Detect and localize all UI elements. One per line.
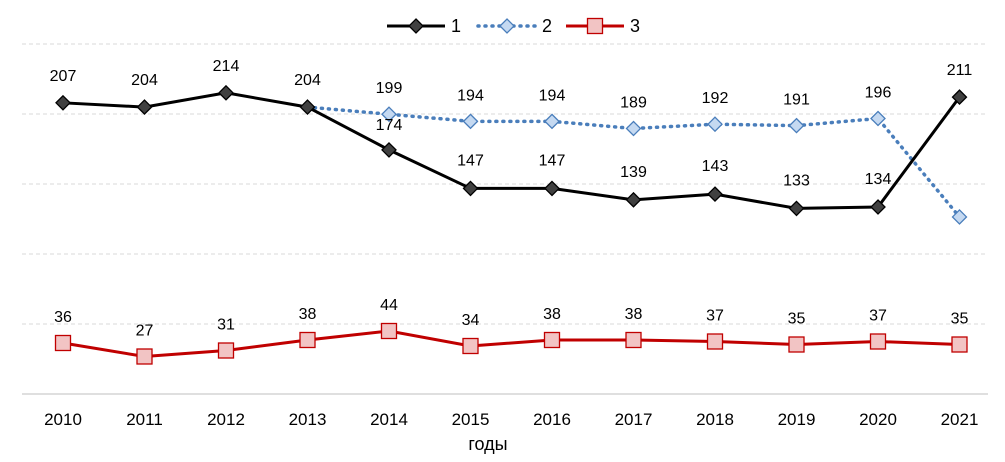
legend-entry-2: 2 [476, 16, 552, 36]
series-2-data-label: 196 [865, 85, 892, 102]
x-tick-label: 2016 [533, 410, 571, 429]
series-3-point [951, 336, 968, 353]
series-2-data-label: 199 [376, 80, 403, 97]
series-3-data-label: 27 [136, 323, 154, 340]
x-tick-label: 2010 [44, 410, 82, 429]
series-1-point [544, 180, 560, 197]
series-2-data-label: 194 [539, 87, 566, 104]
series-3-point [462, 337, 479, 355]
series-3-point [625, 331, 642, 349]
series-3-point [380, 322, 398, 340]
series-1-point [707, 186, 723, 203]
series-1-point [218, 84, 234, 101]
x-tick-label: 2013 [289, 410, 327, 429]
data-labels: 207 204 214 204 174 147 147 139 143 133 134 211 199 1… [50, 58, 973, 340]
series-2-point [544, 113, 560, 130]
series-1-data-label: 147 [539, 152, 566, 169]
series-3-point [136, 348, 153, 365]
series-1-data-label: 204 [131, 72, 158, 89]
series-3-point [54, 334, 72, 352]
series-2-point [462, 113, 479, 130]
series-3-point [217, 342, 235, 359]
series-3-data-label: 31 [217, 317, 235, 334]
gridlines [22, 43, 988, 395]
series-3-data-label: 38 [543, 306, 561, 323]
series-2-line [305, 105, 962, 219]
series-1-data-label: 174 [376, 117, 403, 134]
series-1-point [788, 200, 805, 217]
series-2-data-label: 191 [783, 92, 810, 109]
series-2-point [788, 117, 805, 134]
series-1-data-label: 134 [865, 171, 892, 188]
series-layer [54, 84, 968, 365]
series-2-point [951, 209, 968, 225]
series-1-data-label: 147 [457, 152, 484, 169]
series-2-point [707, 116, 723, 133]
series-3-data-label: 35 [951, 311, 969, 328]
x-axis-title: годы [468, 434, 507, 454]
series-1-point [136, 99, 153, 116]
x-tick-label: 2011 [126, 410, 163, 429]
series-1-point [625, 191, 642, 208]
series-1-line [62, 91, 961, 210]
legend-entry-3: 3 [566, 16, 640, 36]
series-2-data-label: 194 [457, 87, 484, 104]
series-3-data-label: 36 [54, 309, 72, 326]
series-1-point [381, 141, 397, 158]
series-2-data-label: 189 [620, 94, 647, 111]
x-tick-label: 2014 [370, 410, 408, 429]
series-1-point [55, 94, 71, 111]
legend-marker [499, 18, 515, 34]
x-tick-label: 2012 [207, 410, 245, 429]
series-1-point [951, 89, 968, 106]
series-3-data-label: 34 [462, 312, 480, 329]
series-3-data-label: 38 [299, 306, 317, 323]
legend-marker [586, 17, 604, 35]
series-3-data-label: 37 [869, 308, 887, 325]
series-1-data-label: 139 [620, 164, 647, 181]
series-1-point [870, 199, 886, 215]
legend: 1 2 3 [387, 16, 640, 36]
series-2-data-label: 192 [702, 90, 729, 107]
x-tick-label: 2019 [778, 410, 816, 429]
legend-marker [408, 18, 424, 34]
x-tick-label: 2015 [452, 410, 490, 429]
series-3-point [543, 331, 561, 349]
series-2-point [381, 106, 397, 123]
series-1-data-label: 207 [50, 68, 77, 85]
x-tick-label: 2018 [696, 410, 734, 429]
series-3-point [299, 331, 316, 349]
series-3-data-label: 44 [380, 297, 398, 314]
legend-label: 3 [630, 16, 640, 36]
series-1-data-label: 133 [783, 172, 810, 189]
series-3-point [706, 333, 724, 350]
series-2-point [625, 120, 642, 137]
series-1-data-label: 204 [294, 72, 321, 89]
series-1-data-label: 214 [213, 58, 240, 75]
legend-entry-1: 1 [387, 16, 461, 36]
series-1-data-label: 211 [947, 62, 973, 79]
series-3-point [869, 333, 887, 350]
series-3-data-label: 37 [706, 308, 724, 325]
x-axis: 2010 2011 2012 2013 2014 2015 2016 2017 2018 2019… [44, 410, 978, 429]
x-tick-label: 2021 [941, 410, 979, 429]
series-2-point [870, 110, 886, 127]
series-3-data-label: 35 [788, 311, 806, 328]
legend-label: 2 [542, 16, 552, 36]
series-3-data-label: 38 [625, 306, 643, 323]
series-3-line [62, 329, 960, 359]
x-tick-label: 2020 [859, 410, 897, 429]
series-3-point [788, 336, 805, 353]
series-1-point [299, 99, 316, 116]
series-1-point [462, 180, 479, 197]
x-tick-label: 2017 [615, 410, 653, 429]
legend-label: 1 [451, 16, 461, 36]
series-1-data-label: 143 [702, 158, 729, 175]
